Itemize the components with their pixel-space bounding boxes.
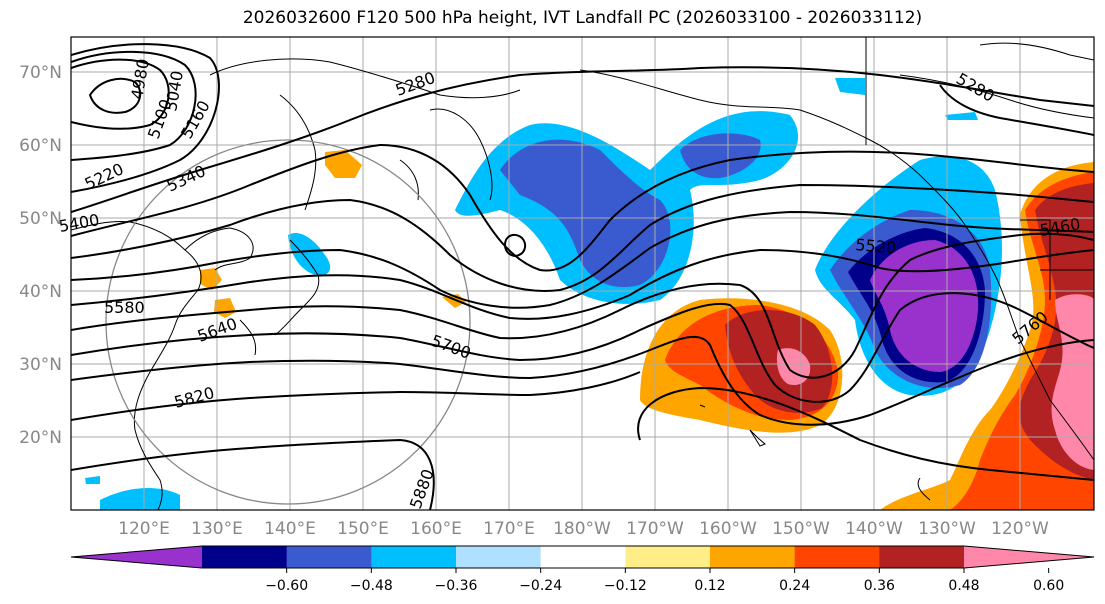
lat-label: 70°N — [19, 63, 62, 83]
colorbar: −0.60 −0.48 −0.36 −0.24 −0.12 0.12 0.24 0.36 0.4… — [70, 545, 1095, 594]
colorbar-tick-label: −0.12 — [604, 578, 647, 594]
lon-label: 150°E — [337, 519, 389, 539]
lat-label: 60°N — [19, 136, 62, 156]
colorbar-extend-low — [71, 546, 202, 568]
contour-label: 5580 — [104, 298, 145, 317]
longitude-labels: 120°E 130°E 140°E 150°E 160°E 170°E 180°… — [118, 519, 1049, 539]
colorbar-swatch — [456, 546, 542, 568]
lon-label: 160°E — [410, 519, 462, 539]
contour-label: 5520 — [855, 235, 897, 257]
colorbar-tick-label: 0.36 — [864, 578, 895, 594]
lon-label: 140°W — [845, 519, 903, 539]
colorbar-tick-label: 0.60 — [1033, 578, 1064, 594]
lon-label: 160°W — [699, 519, 757, 539]
radius-ring — [105, 139, 471, 505]
colorbar-swatch — [540, 546, 626, 568]
colorbar-tick-label: −0.60 — [265, 578, 308, 594]
map-border — [70, 36, 1095, 511]
colorbar-swatch — [202, 546, 288, 568]
colorbar-swatch — [371, 546, 457, 568]
colorbar-tick-label: 0.12 — [694, 578, 725, 594]
colorbar-swatch — [879, 546, 965, 568]
lon-label: 120°W — [991, 519, 1049, 539]
lon-label: 130°W — [918, 519, 976, 539]
lat-label: 30°N — [19, 355, 62, 375]
colorbar-tick-label: 0.48 — [948, 578, 979, 594]
coastlines — [71, 37, 1094, 510]
lat-label: 20°N — [19, 428, 62, 448]
lon-label: 170°W — [626, 519, 684, 539]
colorbar-outline — [70, 545, 1095, 569]
colorbar-tick-label: 0.24 — [779, 578, 810, 594]
colorbar-swatch — [286, 546, 372, 568]
colorbar-extend-high — [964, 546, 1094, 568]
lon-label: 130°E — [191, 519, 243, 539]
lat-label: 40°N — [19, 282, 62, 302]
colorbar-tick-label: −0.36 — [435, 578, 478, 594]
lon-label: 150°W — [772, 519, 830, 539]
lon-label: 140°E — [264, 519, 316, 539]
map-title: 2026032600 F120 500 hPa height, IVT Land… — [242, 8, 923, 28]
height-contours — [71, 43, 1094, 510]
colorbar-tick-label: −0.48 — [350, 578, 393, 594]
lon-label: 180°W — [553, 519, 611, 539]
colorbar-swatch — [625, 546, 711, 568]
lon-label: 120°E — [118, 519, 170, 539]
colorbar-swatch — [794, 546, 880, 568]
ivt-positive-central — [640, 298, 843, 433]
colorbar-swatch — [710, 546, 796, 568]
latitude-labels: 70°N 60°N 50°N 40°N 30°N 20°N — [19, 63, 62, 448]
lon-label: 170°E — [483, 519, 535, 539]
lat-label: 50°N — [19, 209, 62, 229]
colorbar-tick-label: −0.24 — [519, 578, 562, 594]
ivt-positive-eastpacific — [880, 162, 1094, 510]
